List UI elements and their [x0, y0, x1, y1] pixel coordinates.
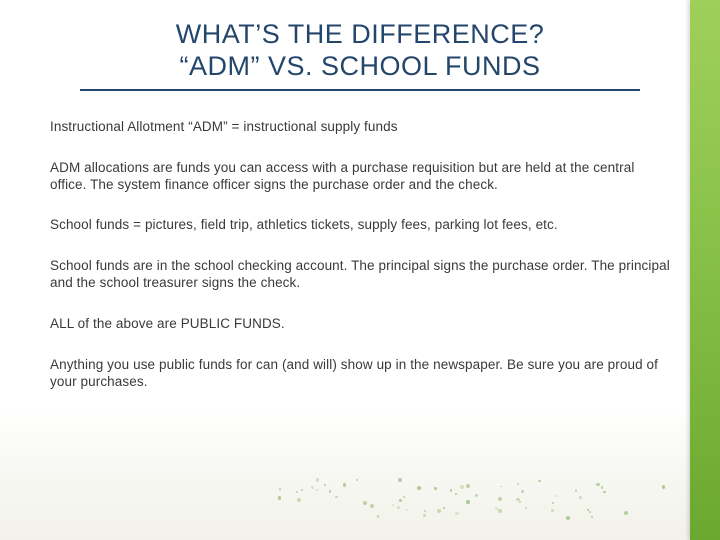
decorative-dots: [270, 478, 670, 518]
slide: WHAT’S THE DIFFERENCE? “ADM” VS. SCHOOL …: [0, 0, 720, 540]
paragraph: ALL of the above are PUBLIC FUNDS.: [50, 316, 670, 333]
accent-bar: [690, 0, 720, 540]
title-line-2: “ADM” VS. SCHOOL FUNDS: [179, 51, 540, 81]
paragraph: ADM allocations are funds you can access…: [50, 160, 670, 194]
paragraph: Anything you use public funds for can (a…: [50, 357, 670, 391]
paragraph: School funds = pictures, field trip, ath…: [50, 217, 670, 234]
paragraph: School funds are in the school checking …: [50, 258, 670, 292]
content-area: Instructional Allotment “ADM” = instruct…: [0, 91, 720, 391]
paragraph: Instructional Allotment “ADM” = instruct…: [50, 119, 670, 136]
title-line-1: WHAT’S THE DIFFERENCE?: [176, 19, 545, 49]
slide-title: WHAT’S THE DIFFERENCE? “ADM” VS. SCHOOL …: [0, 0, 720, 83]
